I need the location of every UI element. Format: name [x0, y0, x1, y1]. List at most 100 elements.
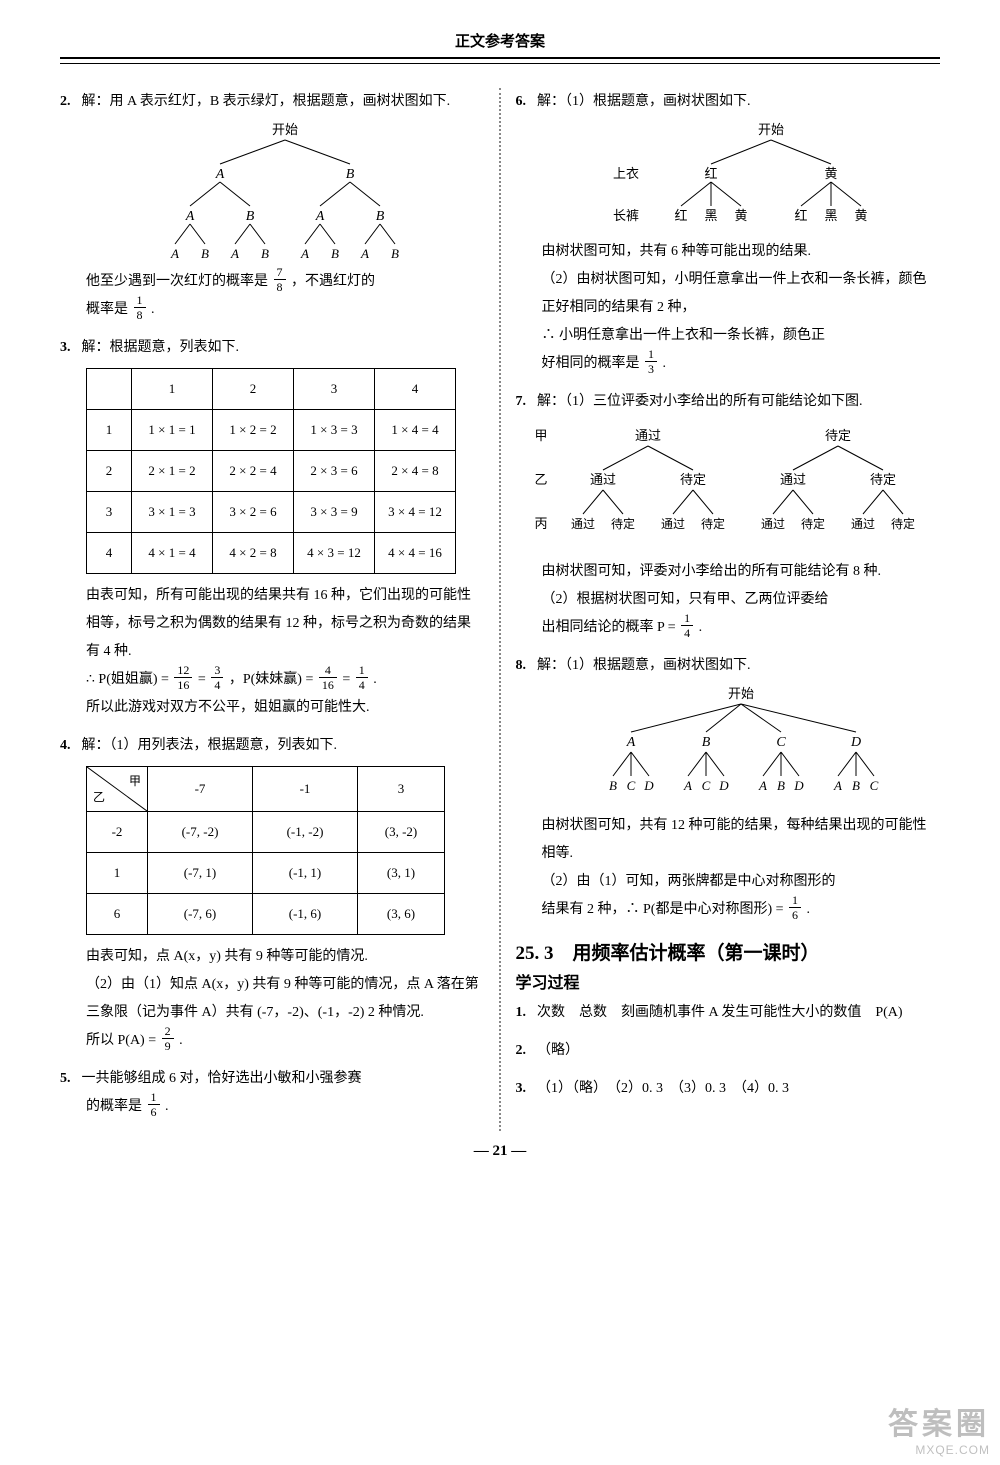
table-cell: (3, 1) [358, 853, 445, 894]
table-cell: 2 × 1 = 2 [132, 451, 213, 492]
svg-text:上衣: 上衣 [613, 166, 639, 181]
svg-text:A: A [360, 246, 369, 260]
i1-num: 1. [516, 999, 534, 1027]
table-header: 1 [132, 369, 213, 410]
fraction: 14 [356, 664, 368, 691]
table-cell: (-7, 6) [148, 894, 253, 935]
q7-after2a: （2）根据树状图可知，只有甲、乙两位评委给 [542, 586, 941, 614]
q4-number: 4. [60, 732, 78, 760]
svg-text:丙: 丙 [534, 516, 547, 531]
q5-text-c: . [165, 1099, 169, 1114]
svg-text:通过: 通过 [661, 517, 685, 531]
q2-number: 2. [60, 88, 78, 116]
q6-intro: 解：（1）根据题意，画树状图如下. [537, 94, 751, 109]
q7-after1: 由树状图可知，评委对小李给出的所有可能结论有 8 种. [542, 558, 941, 586]
table-cell: 1 × 1 = 1 [132, 410, 213, 451]
fraction: 13 [645, 348, 657, 375]
eq-text: ，P(妹妹赢) = [229, 672, 317, 687]
eq-text: . [373, 672, 377, 687]
q7-text: 出相同结论的概率 P = [542, 620, 680, 635]
table-cell: 4 × 4 = 16 [375, 533, 456, 574]
q5-text-b: 的概率是 [86, 1099, 146, 1114]
fraction: 16 [789, 894, 801, 921]
svg-text:B: B [376, 209, 385, 224]
q8-after1: 由树状图可知，共有 12 种可能的结果，每种结果出现的可能性相等. [542, 812, 941, 868]
fraction: 29 [162, 1025, 174, 1052]
svg-text:C: C [869, 778, 878, 793]
table-cell: 3 × 2 = 6 [213, 492, 294, 533]
q6-tree: 开始 上衣 红 黄 长裤 红黑黄 红黑黄 [542, 120, 941, 230]
column-divider [499, 88, 502, 1131]
svg-text:红: 红 [674, 208, 687, 223]
table-header: -7 [148, 767, 253, 812]
svg-text:D: D [643, 778, 654, 793]
table-cell: (-1, -2) [253, 812, 358, 853]
q6-after3: 好相同的概率是 13 . [542, 350, 941, 378]
svg-text:黑: 黑 [704, 208, 717, 223]
row-header: -2 [87, 812, 148, 853]
q6-number: 6. [516, 88, 534, 116]
q5-text-a: 一共能够组成 6 对，恰好选出小敏和小强参赛 [82, 1071, 362, 1086]
svg-text:B: B [777, 778, 785, 793]
q3-after1: 由表可知，所有可能出现的结果共有 16 种，它们出现的可能性相等，标号之积为偶数… [86, 582, 485, 666]
q6-after3a: ∴ 小明任意拿出一件上衣和一条长裤，颜色正 [542, 322, 941, 350]
table-cell: 1 × 2 = 2 [213, 410, 294, 451]
q6-text: . [663, 356, 667, 371]
watermark-small: MXQE.COM [888, 1443, 990, 1457]
q8-number: 8. [516, 652, 534, 680]
q4-table: 甲乙-7-13-2(-7, -2)(-1, -2)(3, -2)1(-7, 1)… [86, 766, 445, 935]
svg-text:黄: 黄 [734, 208, 747, 223]
svg-text:B: B [346, 167, 355, 182]
q2-intro: 解：用 A 表示红灯，B 表示绿灯，根据题意，画树状图如下. [82, 94, 451, 109]
q2-conclusion: 他至少遇到一次红灯的概率是 78 ，不遇红灯的 [86, 268, 485, 296]
table-cell: 4 × 3 = 12 [294, 533, 375, 574]
svg-text:B: B [246, 209, 255, 224]
svg-text:A: A [315, 209, 325, 224]
table-header: 3 [294, 369, 375, 410]
eq-text: . [179, 1033, 183, 1048]
svg-text:待定: 待定 [891, 516, 915, 531]
q3-equation: ∴ P(姐姐赢) = 1216 = 34 ，P(妹妹赢) = 416 = 14 … [86, 666, 485, 694]
two-column-layout: 2. 解：用 A 表示红灯，B 表示绿灯，根据题意，画树状图如下. 开始 A B… [60, 88, 940, 1131]
i3-num: 3. [516, 1075, 534, 1103]
svg-text:通过: 通过 [780, 472, 806, 487]
table-cell: 4 × 1 = 4 [132, 533, 213, 574]
question-7: 7. 解：（1）三位评委对小李给出的所有可能结论如下图. 甲 通过 待定 乙 通… [516, 388, 941, 642]
tree-icon: 开始 上衣 红 黄 长裤 红黑黄 红黑黄 [581, 120, 901, 230]
q7-tree: 甲 通过 待定 乙 通过待定 通过待定 丙 [516, 420, 941, 550]
question-2: 2. 解：用 A 表示红灯，B 表示绿灯，根据题意，画树状图如下. 开始 A B… [60, 88, 485, 324]
q2-text-c: 概率是 [86, 302, 132, 317]
sec-item-3: 3. （1）（略） （2）0. 3 （3）0. 3 （4）0. 3 [516, 1075, 941, 1103]
fraction: 416 [319, 664, 337, 691]
svg-text:待定: 待定 [825, 428, 851, 443]
svg-text:待定: 待定 [701, 516, 725, 531]
row-header: 1 [87, 853, 148, 894]
svg-text:A: A [833, 778, 842, 793]
question-6: 6. 解：（1）根据题意，画树状图如下. 开始 上衣 红 黄 长裤 红黑黄 红黑… [516, 88, 941, 378]
table-cell: 1 × 3 = 3 [294, 410, 375, 451]
question-3: 3. 解：根据题意，列表如下. 123411 × 1 = 11 × 2 = 21… [60, 334, 485, 722]
svg-text:A: A [625, 735, 635, 750]
fraction: 14 [681, 612, 693, 639]
table-cell: 2 [87, 451, 132, 492]
svg-text:待定: 待定 [801, 516, 825, 531]
fraction: 78 [274, 266, 286, 293]
question-8: 8. 解：（1）根据题意，画树状图如下. 开始 AB CD [516, 652, 941, 924]
table-cell: (-1, 6) [253, 894, 358, 935]
svg-text:B: B [852, 778, 860, 793]
eq-text: = [198, 672, 209, 687]
q8-text: . [807, 902, 811, 917]
table-cell: (-1, 1) [253, 853, 358, 894]
svg-text:通过: 通过 [635, 428, 661, 443]
i1-text: 次数 总数 刻画随机事件 A 发生可能性大小的数值 P(A) [537, 1005, 903, 1020]
eq-text: ∴ P(姐姐赢) = [86, 672, 172, 687]
q8-after2: 结果有 2 种，∴ P(都是中心对称图形) = 16 . [542, 896, 941, 924]
q2-text-b: ，不遇红灯的 [291, 274, 375, 289]
q7-number: 7. [516, 388, 534, 416]
watermark-big: 答案圈 [888, 1399, 990, 1443]
table-cell: 3 × 4 = 12 [375, 492, 456, 533]
svg-text:B: B [391, 246, 399, 260]
svg-text:C: C [626, 778, 635, 793]
q6-after2: （2）由树状图可知，小明任意拿出一件上衣和一条长裤，颜色正好相同的结果有 2 种… [542, 266, 941, 322]
svg-text:D: D [850, 735, 861, 750]
